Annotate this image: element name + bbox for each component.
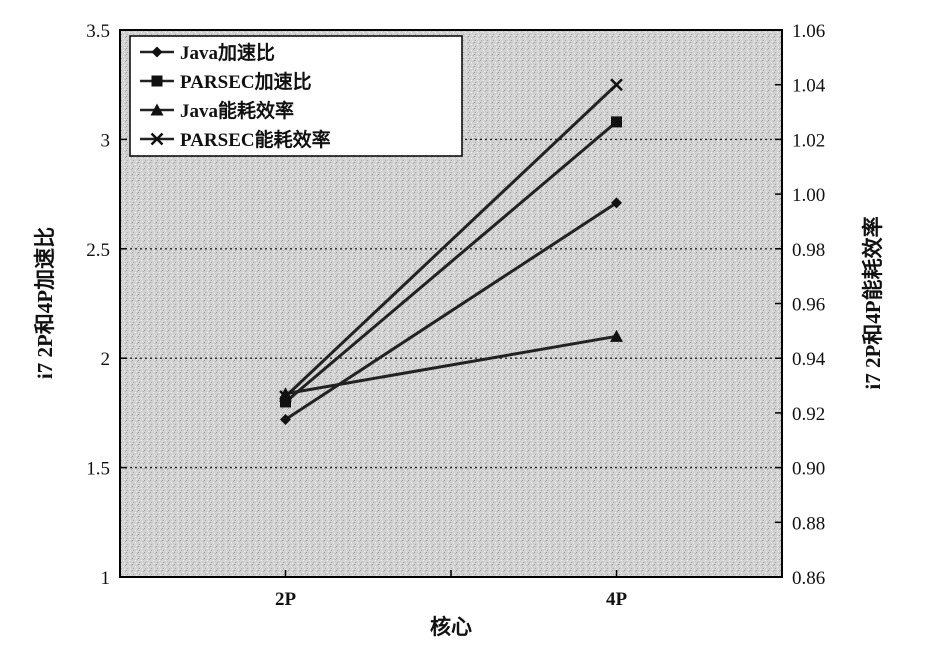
legend-marker	[151, 75, 163, 87]
series-point	[279, 387, 292, 400]
y-right-tick-label: 1.00	[792, 185, 825, 206]
y-left-tick-label: 2.5	[86, 240, 110, 261]
axes: 1 1.5 2 2.5 3 3.5 0.86 0.88 0.90 0.92 0.94 0.96 0.98…	[86, 21, 826, 610]
legend-item: PARSEC能耗效率	[140, 128, 331, 151]
series-point	[611, 116, 622, 128]
y-right-tick-label: 0.88	[792, 513, 825, 534]
x-tick-label: 2P	[275, 589, 297, 610]
legend-item: Java能耗效率	[140, 99, 294, 122]
y-right-tick-label: 1.04	[792, 76, 826, 97]
series-point	[280, 413, 291, 425]
legend-marker	[151, 46, 163, 58]
series-point	[610, 78, 623, 92]
series-line	[284, 83, 618, 398]
series-2	[280, 116, 622, 408]
series-layer	[279, 78, 623, 425]
series-point	[611, 197, 622, 209]
legend-marker	[150, 103, 164, 116]
y-right-tick-label: 0.86	[792, 568, 825, 589]
y-right-tick-label: 0.92	[792, 404, 825, 425]
y-right-tick-label: 0.94	[792, 349, 826, 370]
series-4	[279, 78, 623, 403]
y-left-tick-label: 1	[101, 568, 111, 589]
y-right-tick-label: 0.90	[792, 459, 825, 480]
legend-label: Java能耗效率	[180, 99, 294, 122]
series-line	[284, 120, 618, 404]
y-axis-right-label: i7 2P和4P能耗效率	[861, 216, 885, 389]
series-point	[280, 396, 291, 408]
y-left-tick-label: 1.5	[86, 459, 110, 480]
legend-label: Java加速比	[180, 41, 275, 64]
y-left-tick-label: 3	[101, 130, 111, 151]
y-right-tick-label: 0.96	[792, 295, 825, 316]
series-point	[279, 390, 292, 403]
legend: Java加速比 PARSEC加速比 Java能耗效率 PARSEC能耗效率	[129, 35, 463, 157]
series-line	[285, 334, 617, 396]
y-right-tick-label: 0.98	[792, 240, 825, 261]
legend-item: PARSEC加速比	[140, 70, 312, 93]
legend-box	[129, 35, 463, 157]
legend-label: PARSEC加速比	[180, 70, 312, 93]
y-left-tick-label: 2	[101, 349, 111, 370]
x-tick-label: 4P	[606, 589, 628, 610]
series-3	[279, 329, 623, 400]
y-left-tick-label: 3.5	[86, 21, 110, 42]
x-axis-label: 核心	[430, 615, 472, 639]
series-point	[610, 329, 623, 342]
legend-marker	[150, 132, 164, 146]
legend-label: PARSEC能耗效率	[180, 128, 331, 151]
y-right-tick-label: 1.06	[792, 21, 825, 42]
y-right-tick-label: 1.02	[792, 130, 825, 151]
y-axis-left-label: i7 2P和4P加速比	[33, 227, 57, 379]
legend-item: Java加速比	[140, 41, 275, 64]
